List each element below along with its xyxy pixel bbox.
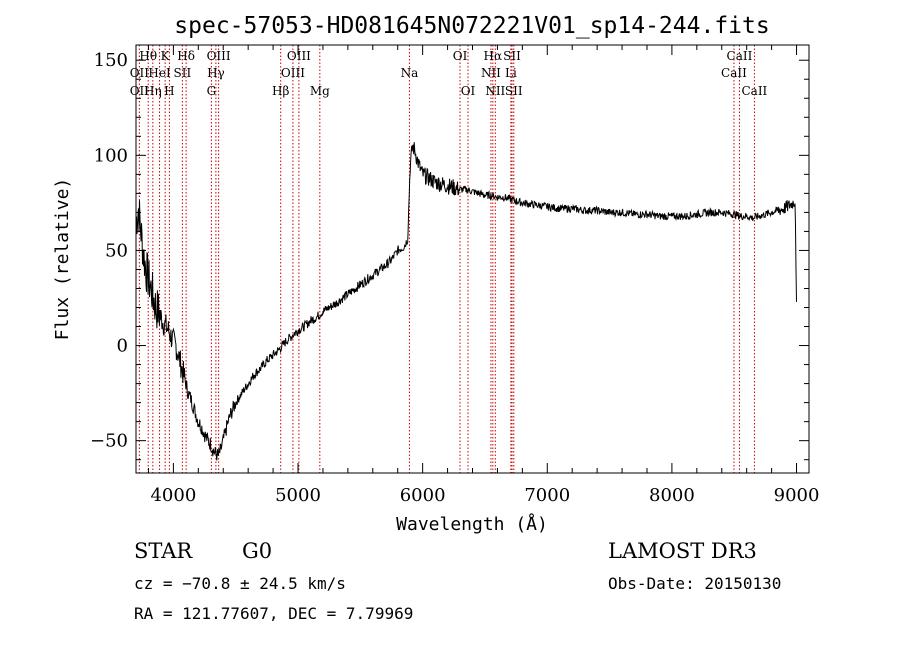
spectrum-series [135,142,797,461]
y-tick-label: 100 [94,145,128,166]
y-axis: −50 0 50 100 150 [90,50,809,461]
x-tick-label: 8000 [649,485,695,506]
line-marker-label: Hβ [272,84,289,98]
y-tick-label: 0 [117,336,128,357]
line-marker-label: CaII [721,66,747,80]
y-tick-label: −50 [90,431,128,452]
spectrum-line [135,142,797,461]
plot-frame [135,44,810,474]
line-marker-label: SII [505,84,523,98]
line-marker-label: Hγ [207,66,225,80]
x-tick-label: 6000 [400,485,446,506]
line-marker-label: SII [174,66,192,80]
line-marker-label: Hθ [139,49,157,63]
line-marker-label: Mg [310,84,330,98]
line-marker-label: Hδ [177,49,195,63]
line-marker-label: HeI [148,66,171,80]
y-axis-label: Flux (relative) [52,178,73,341]
coordinates: RA = 121.77607, DEC = 7.79969 [134,604,414,623]
line-marker-label: K [161,49,171,63]
line-marker-label: Hη [144,84,162,98]
emission-line-markers [138,45,755,473]
line-marker-label: Li [505,66,517,80]
survey-name: LAMOST DR3 [608,539,757,563]
x-tick-label: 9000 [774,485,820,506]
line-marker-label: CaII [727,49,753,63]
line-marker-label: OI [461,84,476,98]
line-marker-label: NII [485,84,505,98]
line-marker-label: CaII [741,84,767,98]
x-tick-label: 4000 [150,485,196,506]
x-tick-label: 7000 [524,485,570,506]
line-marker-label: OIII [281,66,305,80]
line-marker-label: OI [453,49,468,63]
line-marker-label: SII [503,49,521,63]
line-marker-label: Na [401,66,419,80]
y-tick-label: 150 [94,50,128,71]
line-marker-label: OIII [207,49,231,63]
line-marker-label: G [207,84,217,98]
y-tick-label: 50 [105,240,128,261]
chart-title: spec-57053-HD081645N072221V01_sp14-244.f… [174,13,769,39]
line-marker-label: OIII [287,49,311,63]
line-marker-label: Hα [484,49,503,63]
line-marker-label: NII [481,66,501,80]
line-marker-label: H [164,84,174,98]
object-subclass: G0 [242,539,273,563]
x-axis-label: Wavelength (Å) [396,513,548,535]
x-tick-label: 5000 [275,485,321,506]
line-marker-label: OII [130,84,150,98]
x-axis: 4000 5000 6000 7000 8000 9000 [147,45,820,506]
object-class: STAR [134,539,193,563]
observation-date: Obs-Date: 20150130 [608,574,782,593]
redshift-velocity: cz = −70.8 ± 24.5 km/s [134,574,346,593]
line-marker-label: OII [130,66,150,80]
